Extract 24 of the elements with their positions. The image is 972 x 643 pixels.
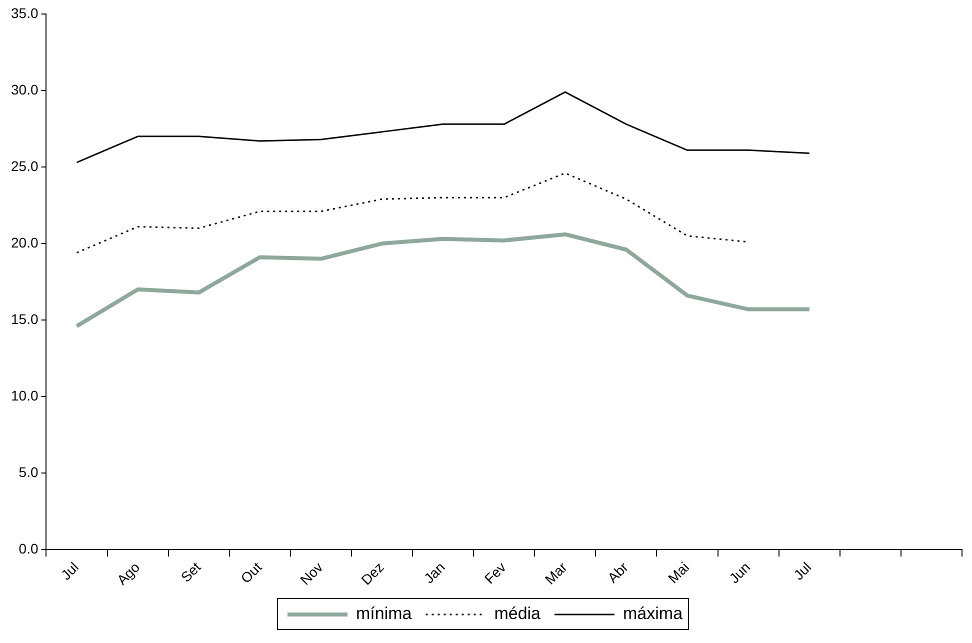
legend-label: máxima xyxy=(623,604,684,624)
x-tick-label: Jul xyxy=(790,558,814,583)
x-tick-label: Set xyxy=(178,558,204,586)
x-tick-label: Fev xyxy=(481,558,509,587)
x-tick-label: Jan xyxy=(420,558,448,586)
x-tick-label: Out xyxy=(237,558,265,586)
x-tick-label: Jul xyxy=(58,558,82,583)
y-tick-label: 15.0 xyxy=(11,310,38,327)
legend-label: média xyxy=(494,604,542,624)
x-tick-label: Mar xyxy=(542,558,570,588)
y-tick-label: 10.0 xyxy=(11,387,38,404)
x-tick-label: Jun xyxy=(726,558,754,586)
x-tick-label: Ago xyxy=(114,558,143,588)
legend-label: mínima xyxy=(356,604,412,624)
y-tick-label: 30.0 xyxy=(11,81,38,98)
y-tick-label: 20.0 xyxy=(11,234,38,250)
y-tick-label: 25.0 xyxy=(11,158,38,174)
y-tick-label: 35.0 xyxy=(11,4,38,21)
y-tick-label: 5.0 xyxy=(18,464,38,480)
y-tick-label: 0.0 xyxy=(18,540,38,556)
x-tick-label: Dez xyxy=(358,558,387,588)
x-tick-label: Mai xyxy=(664,558,692,586)
x-tick-label: Abr xyxy=(604,558,632,586)
x-tick-label: Nov xyxy=(296,558,326,588)
